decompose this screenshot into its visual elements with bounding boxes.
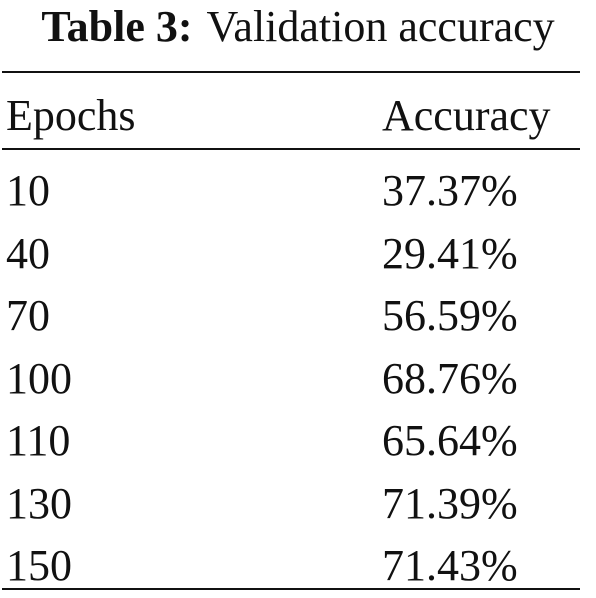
cell-accuracy: 37.37% <box>382 166 518 215</box>
cell-accuracy: 68.76% <box>382 353 518 403</box>
header-accuracy: Accuracy <box>382 91 551 140</box>
cell-accuracy: 71.39% <box>382 478 518 528</box>
cell-epochs: 40 <box>6 228 50 278</box>
cell-epochs: 130 <box>6 478 72 528</box>
validation-accuracy-table: Epochs Accuracy 10 37.37% 40 29.41% 70 5… <box>6 84 551 598</box>
table-row: 130 71.39% <box>6 473 551 536</box>
table-row: 110 65.64% <box>6 410 551 473</box>
cell-epochs: 10 <box>6 166 50 215</box>
table-header-rule <box>2 148 580 150</box>
table-caption: Table 3: Validation accuracy <box>0 0 596 60</box>
table-row: 40 29.41% <box>6 223 551 286</box>
cell-epochs: 110 <box>6 416 71 465</box>
cell-accuracy: 56.59% <box>382 291 518 340</box>
cell-accuracy: 71.43% <box>382 541 518 590</box>
cell-epochs: 70 <box>6 291 50 340</box>
header-spacer <box>6 148 551 160</box>
cell-epochs: 100 <box>6 353 72 403</box>
header-epochs: Epochs <box>6 91 136 140</box>
table-row: 100 68.76% <box>6 348 551 411</box>
table-top-rule <box>2 71 580 73</box>
table-bottom-rule <box>2 588 580 590</box>
table-caption-label: Table 3: <box>41 2 193 51</box>
table-row: 70 56.59% <box>6 285 551 348</box>
table-row: 10 37.37% <box>6 160 551 223</box>
table-row: 150 71.43% <box>6 535 551 598</box>
cell-accuracy: 65.64% <box>382 416 518 465</box>
cell-epochs: 150 <box>6 541 72 590</box>
cell-accuracy: 29.41% <box>382 228 518 278</box>
table-header-row: Epochs Accuracy <box>6 84 551 148</box>
table-caption-text: Validation accuracy <box>206 2 555 51</box>
